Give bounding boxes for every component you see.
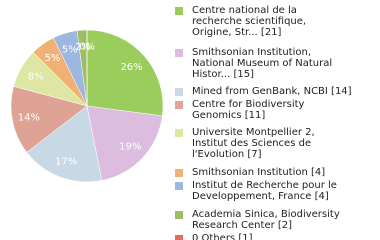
pie-slice [26,105,103,183]
legend-label: Smithsonian Institution, National Museum… [192,47,333,80]
pie-slice [10,86,88,153]
slice-label: 5% [45,53,61,64]
legend-swatch [175,129,183,137]
pie-slice [86,105,163,181]
slice-label: 17% [55,156,77,167]
legend-swatch [175,182,183,190]
slice-label: 8% [28,71,44,82]
slice-label: 0% [79,42,95,53]
slice-label: 5% [62,44,78,55]
legend-swatch [175,211,183,219]
legend-swatch [175,169,183,177]
legend-swatch [175,235,183,240]
legend-swatch [175,101,183,109]
slice-label: 19% [119,142,141,153]
slice-label: 26% [120,62,142,73]
pie-slice [86,29,164,117]
legend-label: Institut de Recherche pour le Developpem… [192,180,337,202]
legend-swatch [175,7,183,15]
legend-label: Centre national de la recherche scientif… [192,5,307,38]
legend-label: Academia Sinica, Biodiversity Research C… [192,209,340,231]
legend-label: 0 Others [1] [192,233,253,240]
legend-label: Mined from GenBank, NCBI [14] [192,86,352,97]
pie-chart: 26%19%17%14%8%5%5%2%0% [10,29,164,183]
legend-label: Centre for Biodiversity Genomics [11] [192,99,305,121]
legend-swatch [175,88,183,96]
legend-swatch [175,49,183,57]
legend-label: Smithsonian Institution [4] [192,167,326,178]
slice-label: 14% [18,113,40,124]
legend-label: Universite Montpellier 2, Institut des S… [192,127,315,160]
slice-label: 2% [75,42,91,53]
